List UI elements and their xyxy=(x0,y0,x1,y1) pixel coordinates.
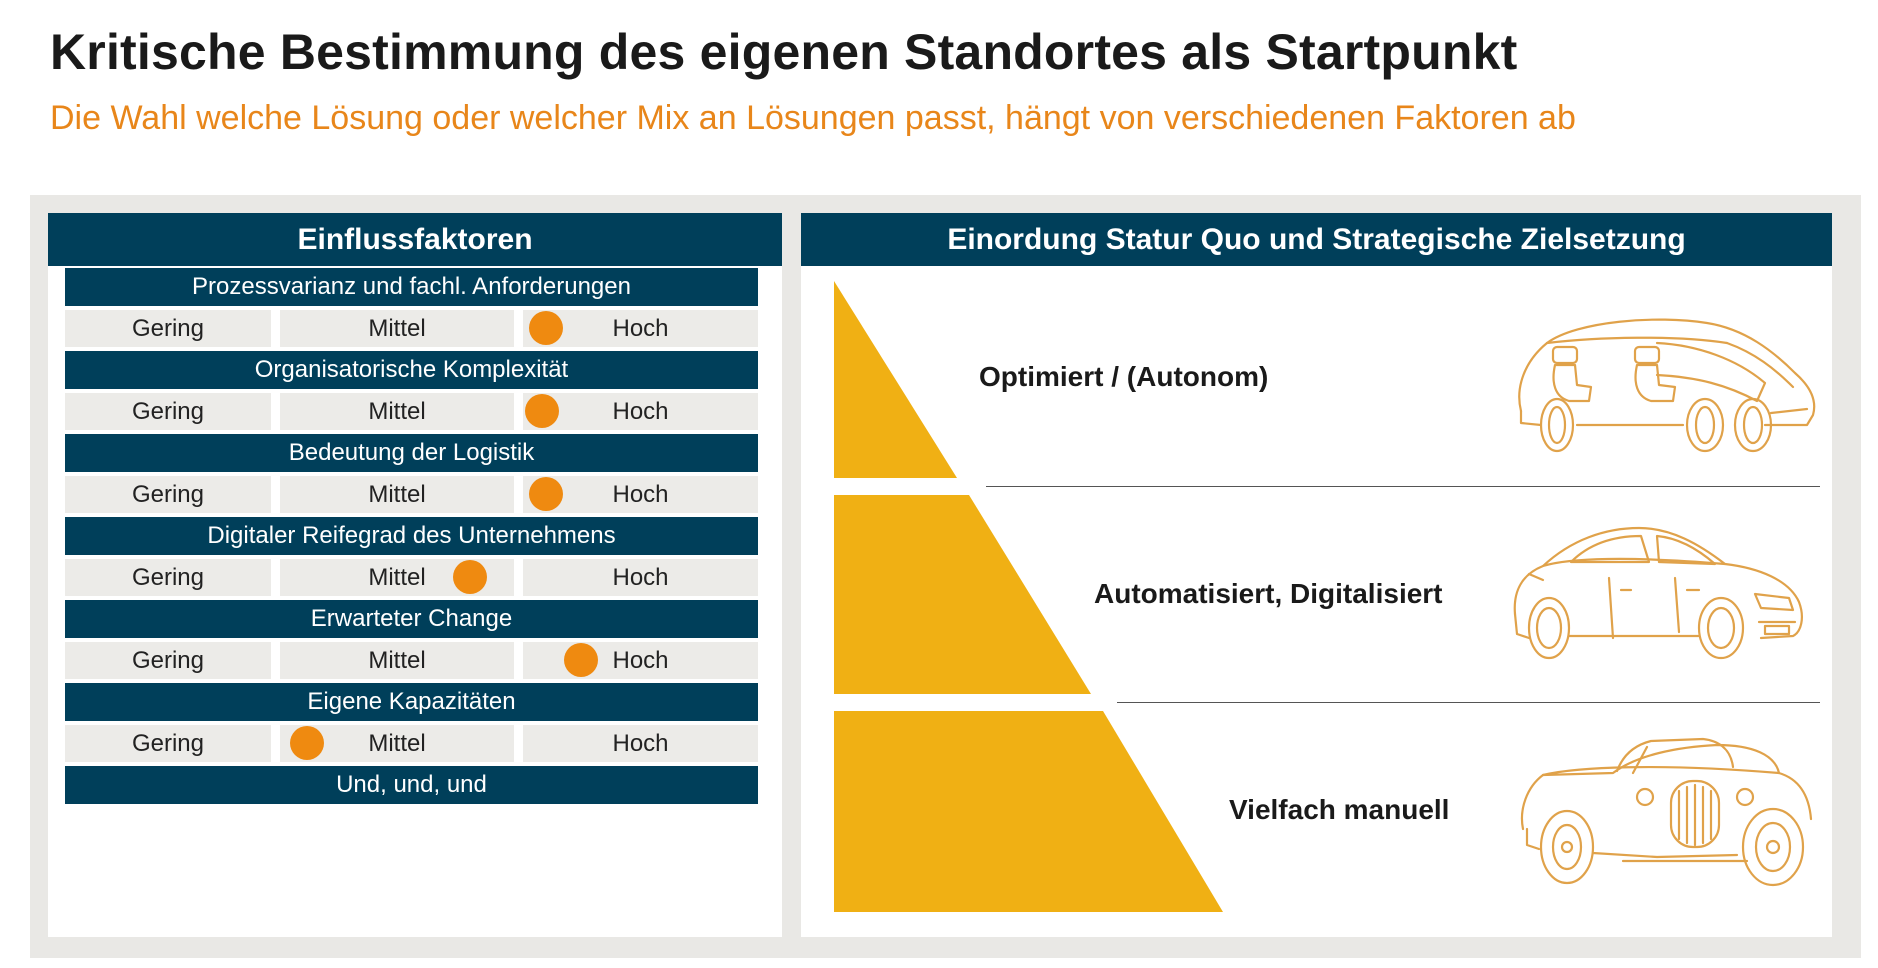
divider xyxy=(1117,702,1820,703)
option-mid: Mittel xyxy=(280,310,514,347)
factors-panel-header: Einflussfaktoren xyxy=(48,213,782,266)
option-high: Hoch xyxy=(523,725,758,762)
option-high: Hoch xyxy=(523,642,758,679)
rating-marker xyxy=(529,311,563,345)
factor-header: Digitaler Reifegrad des Unternehmens xyxy=(65,517,758,555)
pyramid-tier-bottom xyxy=(834,711,1223,912)
page-subtitle: Die Wahl welche Lösung oder welcher Mix … xyxy=(50,99,1576,137)
option-low: Gering xyxy=(65,642,271,679)
option-high: Hoch xyxy=(523,559,758,596)
rating-marker xyxy=(290,726,324,760)
option-high: Hoch xyxy=(523,393,758,430)
factor-header: Eigene Kapazitäten xyxy=(65,683,758,721)
factor-footer: Und, und, und xyxy=(65,766,758,804)
option-low: Gering xyxy=(65,393,271,430)
option-low: Gering xyxy=(65,559,271,596)
option-mid: Mittel xyxy=(280,393,514,430)
content-frame: Einflussfaktoren Prozessvarianz und fach… xyxy=(30,195,1861,958)
factor-header: Bedeutung der Logistik xyxy=(65,434,758,472)
page-title: Kritische Bestimmung des eigenen Standor… xyxy=(50,24,1518,80)
vintage-car-icon xyxy=(1520,737,1813,887)
maturity-panel: Einordung Statur Quo und Strategische Zi… xyxy=(801,213,1832,937)
rating-marker xyxy=(525,394,559,428)
level-label-manual: Vielfach manuell xyxy=(1229,794,1450,825)
pyramid-tier-middle xyxy=(834,495,1091,694)
level-label-optimized: Optimiert / (Autonom) xyxy=(979,361,1269,392)
factors-panel: Einflussfaktoren Prozessvarianz und fach… xyxy=(48,213,782,937)
rating-marker xyxy=(564,643,598,677)
rating-marker xyxy=(453,560,487,594)
maturity-panel-header: Einordung Statur Quo und Strategische Zi… xyxy=(801,213,1832,266)
option-mid: Mittel xyxy=(280,642,514,679)
level-label-automated: Automatisiert, Digitalisiert xyxy=(1094,578,1443,609)
option-low: Gering xyxy=(65,725,271,762)
factor-header: Erwarteter Change xyxy=(65,600,758,638)
factor-header: Organisatorische Komplexität xyxy=(65,351,758,389)
factor-header: Prozessvarianz und fachl. Anforderungen xyxy=(65,268,758,306)
pyramid-tier-top xyxy=(834,281,957,478)
autonomous-car-icon xyxy=(1518,318,1816,453)
option-mid: Mittel xyxy=(280,476,514,513)
option-low: Gering xyxy=(65,476,271,513)
option-low: Gering xyxy=(65,310,271,347)
divider xyxy=(986,486,1820,487)
modern-car-icon xyxy=(1513,526,1803,660)
maturity-pyramid xyxy=(834,281,1223,912)
rating-marker xyxy=(529,477,563,511)
